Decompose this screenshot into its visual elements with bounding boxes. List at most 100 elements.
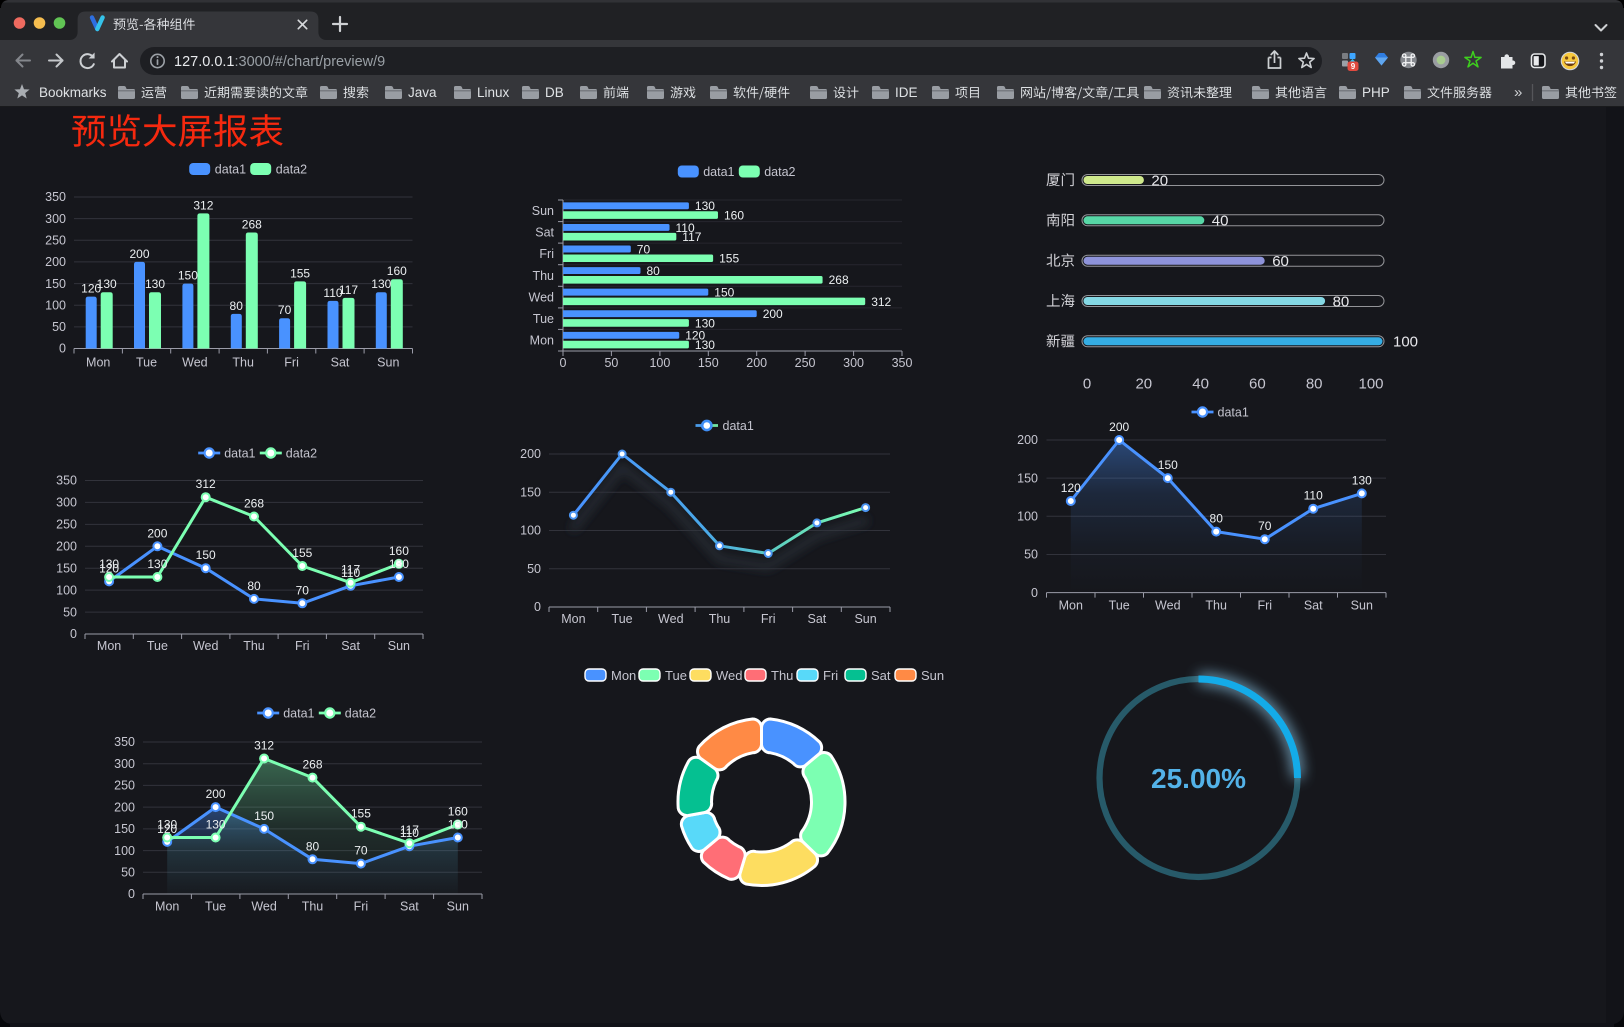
svg-text:Sat: Sat	[871, 668, 891, 683]
svg-text:350: 350	[892, 356, 913, 370]
svg-text:data1: data1	[215, 162, 246, 176]
svg-text:268: 268	[302, 758, 322, 772]
svg-text:Wed: Wed	[1155, 599, 1181, 613]
svg-text:80: 80	[1210, 512, 1224, 526]
svg-text:Mon: Mon	[97, 639, 121, 653]
svg-text:200: 200	[206, 787, 226, 801]
svg-text:100: 100	[1393, 334, 1418, 351]
svg-text:Thu: Thu	[532, 269, 554, 283]
svg-text:160: 160	[387, 264, 407, 278]
svg-text:120: 120	[157, 822, 177, 836]
svg-text:Fri: Fri	[1258, 599, 1273, 613]
svg-text:200: 200	[147, 526, 167, 540]
svg-text:130: 130	[145, 277, 165, 291]
svg-text:20: 20	[1135, 376, 1152, 393]
svg-text:70: 70	[1258, 519, 1272, 533]
svg-text:Sat: Sat	[535, 226, 554, 240]
svg-text:160: 160	[724, 209, 744, 223]
svg-text:127.0.0.1:3000/#/chart/preview: 127.0.0.1:3000/#/chart/preview/9	[174, 54, 385, 70]
svg-text:130: 130	[448, 818, 468, 832]
svg-text:Sun: Sun	[532, 204, 554, 218]
svg-text:Wed: Wed	[716, 668, 743, 683]
svg-text:data2: data2	[276, 162, 307, 176]
svg-text:Wed: Wed	[182, 356, 208, 370]
svg-text:130: 130	[371, 277, 391, 291]
svg-text:150: 150	[45, 277, 66, 291]
svg-text:155: 155	[351, 807, 371, 821]
svg-text:data1: data1	[1218, 405, 1249, 419]
svg-text:150: 150	[698, 356, 719, 370]
svg-text:300: 300	[843, 356, 864, 370]
svg-text:110: 110	[1304, 489, 1323, 503]
svg-text:0: 0	[128, 887, 135, 901]
svg-text:250: 250	[114, 779, 135, 793]
svg-text:9: 9	[1351, 62, 1356, 71]
svg-text:110: 110	[341, 566, 360, 580]
svg-text:120: 120	[685, 329, 705, 343]
svg-text:»: »	[1514, 84, 1522, 101]
svg-text:Mon: Mon	[561, 612, 585, 626]
svg-text:100: 100	[56, 583, 77, 597]
svg-text:80: 80	[306, 839, 320, 853]
svg-text:40: 40	[1212, 213, 1229, 230]
svg-text:80: 80	[247, 579, 261, 593]
svg-text:Fri: Fri	[295, 639, 310, 653]
svg-text:100: 100	[520, 524, 541, 538]
svg-text:50: 50	[52, 320, 66, 334]
svg-text:155: 155	[290, 266, 310, 280]
svg-text:150: 150	[178, 269, 198, 283]
svg-text:130: 130	[97, 277, 117, 291]
svg-text:350: 350	[56, 474, 77, 488]
svg-text:Thu: Thu	[243, 639, 265, 653]
svg-text:Mon: Mon	[611, 668, 636, 683]
svg-text:200: 200	[746, 356, 767, 370]
svg-text:50: 50	[604, 356, 618, 370]
svg-text:155: 155	[292, 546, 312, 560]
svg-text:data1: data1	[224, 446, 255, 460]
svg-text:200: 200	[114, 800, 135, 814]
svg-text:Thu: Thu	[302, 900, 324, 914]
svg-text:Sun: Sun	[447, 900, 469, 914]
svg-text:Fri: Fri	[823, 668, 838, 683]
svg-text:0: 0	[59, 342, 66, 356]
svg-text:80: 80	[647, 264, 661, 278]
svg-text:Tue: Tue	[612, 612, 633, 626]
svg-text:60: 60	[1249, 376, 1266, 393]
svg-text:200: 200	[45, 255, 66, 269]
svg-text:Linux: Linux	[477, 85, 510, 100]
svg-text:Mon: Mon	[1059, 599, 1083, 613]
svg-text:Sun: Sun	[388, 639, 410, 653]
svg-text:0: 0	[534, 600, 541, 614]
svg-text:100: 100	[45, 298, 66, 312]
svg-text:50: 50	[63, 605, 77, 619]
svg-text:Sat: Sat	[400, 900, 419, 914]
svg-text:110: 110	[323, 286, 342, 300]
svg-text:0: 0	[560, 356, 567, 370]
svg-text:117: 117	[339, 283, 358, 297]
svg-text:268: 268	[244, 497, 264, 511]
svg-text:130: 130	[157, 818, 177, 832]
svg-text:data1: data1	[723, 419, 754, 433]
svg-text:Sun: Sun	[921, 668, 944, 683]
svg-text:350: 350	[114, 735, 135, 749]
svg-text:150: 150	[196, 548, 216, 562]
svg-text:Sun: Sun	[854, 612, 876, 626]
svg-text:data1: data1	[703, 165, 734, 179]
svg-text:25.00%: 25.00%	[1151, 763, 1246, 794]
svg-text:Fri: Fri	[761, 612, 776, 626]
svg-text:250: 250	[45, 234, 66, 248]
svg-text:70: 70	[296, 583, 310, 597]
svg-text:200: 200	[129, 247, 149, 261]
svg-text:Sun: Sun	[377, 356, 399, 370]
svg-text:Tue: Tue	[147, 639, 168, 653]
svg-text:312: 312	[196, 477, 216, 491]
svg-text:Wed: Wed	[529, 290, 555, 304]
svg-text:120: 120	[1061, 481, 1081, 495]
svg-text:Fri: Fri	[284, 356, 299, 370]
svg-text:80: 80	[1306, 376, 1323, 393]
svg-text:268: 268	[242, 218, 262, 232]
svg-text:150: 150	[714, 286, 734, 300]
svg-text:Thu: Thu	[232, 356, 254, 370]
svg-text:data2: data2	[345, 706, 376, 720]
svg-text:50: 50	[527, 562, 541, 576]
